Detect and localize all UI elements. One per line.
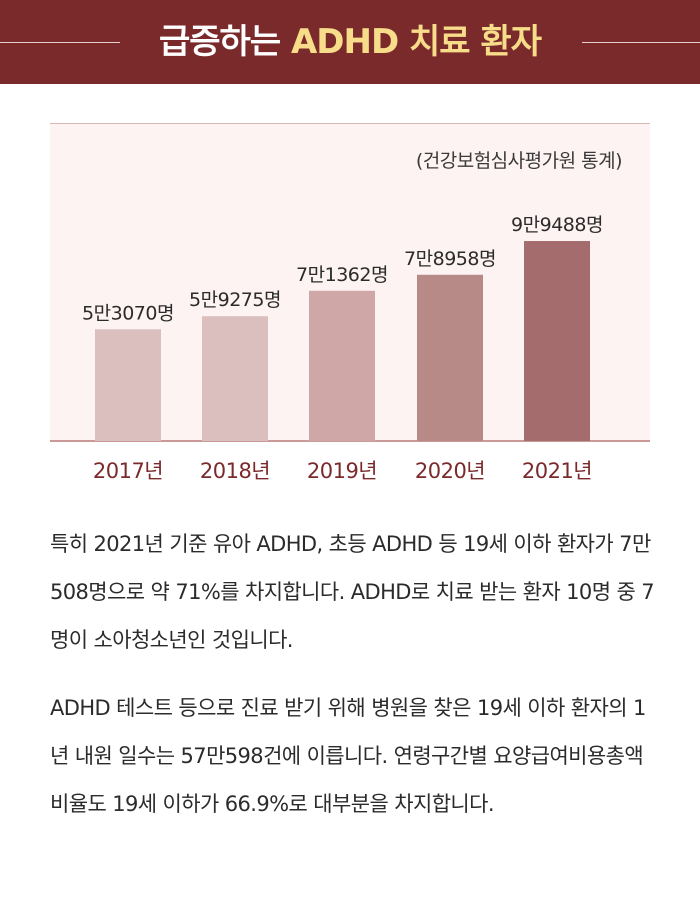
data-label: 7만8958명 <box>404 248 496 270</box>
data-label: 7만1362명 <box>296 264 388 286</box>
bar-chart: 5만3070명 2017년 5만9275명 2018년 7만1362명 2019년 7만89… <box>50 214 650 483</box>
paragraph-2: ADHD 테스트 등으로 진료 받기 위해 병원을 찾은 19세 이하 환자의 … <box>50 696 646 816</box>
header-banner: 급증하는 ADHD 치료 환자 <box>0 0 700 84</box>
header-rule-right <box>582 42 700 43</box>
title-part-1: 급증하는 <box>159 22 281 62</box>
data-label: 5만9275명 <box>189 289 281 311</box>
x-tick-label: 2019년 <box>307 459 377 483</box>
paragraph-1: 특히 2021년 기준 유아 ADHD, 초등 ADHD 등 19세 이하 환자… <box>50 532 655 652</box>
bar-2021년 <box>524 241 590 441</box>
x-tick-label: 2017년 <box>93 459 163 483</box>
x-tick-label: 2021년 <box>522 459 592 483</box>
x-tick-label: 2020년 <box>415 459 485 483</box>
chart-source: (건강보험심사평가원 통계) <box>415 150 623 172</box>
data-label: 9만9488명 <box>511 214 603 236</box>
bar-2020년 <box>417 274 483 441</box>
bar-2019년 <box>309 290 375 441</box>
header-rule-left <box>0 42 120 43</box>
x-tick-label: 2018년 <box>200 459 270 483</box>
page-title: 급증하는 ADHD 치료 환자 <box>0 20 700 64</box>
bar-2017년 <box>95 329 161 441</box>
bar-2018년 <box>202 316 268 441</box>
title-part-2: ADHD 치료 환자 <box>290 22 542 62</box>
data-label: 5만3070명 <box>82 302 174 324</box>
